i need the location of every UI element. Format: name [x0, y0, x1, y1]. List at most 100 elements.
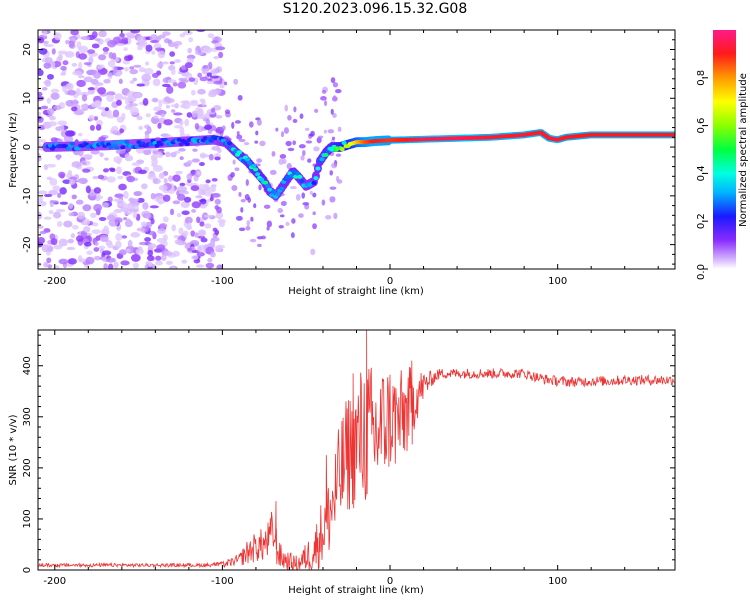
spectrogram-noise-blob: [234, 120, 241, 124]
spectrogram-ridge-core: [108, 145, 114, 150]
spectrogram-noise-blob: [138, 169, 147, 174]
spectrogram-noise-blob: [72, 225, 79, 230]
spectrogram-noise-blob: [47, 108, 55, 115]
spectrogram-noise-blob: [169, 208, 175, 216]
spectrogram-noise-blob: [196, 171, 202, 176]
spectrogram-noise-blob: [156, 244, 166, 251]
spectrogram-ridge-core: [265, 183, 271, 188]
spectrogram-noise-blob: [115, 240, 122, 249]
spectrogram-noise-blob: [279, 214, 285, 218]
spectrogram-noise-blob: [178, 148, 186, 152]
spectrogram-noise-blob: [285, 221, 290, 226]
spectrogram-noise-blob: [60, 72, 66, 76]
spectrogram-noise-blob: [292, 140, 296, 146]
spectrogram-noise-blob: [305, 127, 310, 131]
spectrogram-ridge-core: [339, 147, 345, 152]
snr-xtick-label: -200: [43, 576, 66, 587]
spectrogram-noise-blob: [116, 166, 122, 175]
spectrogram-noise-blob: [332, 82, 339, 88]
spectrogram-noise-blob: [199, 76, 208, 82]
spectrogram-noise-blob: [211, 177, 218, 182]
spectrogram-noise-blob: [165, 104, 170, 109]
spectrogram-noise-blob: [329, 186, 337, 190]
spectrogram-noise-blob: [117, 175, 124, 180]
spectrogram-noise-blob: [82, 168, 91, 173]
spectrogram-ridge-core: [184, 141, 190, 146]
spectrogram-noise-blob: [196, 216, 201, 224]
spectrogram-noise-blob: [211, 146, 221, 151]
spectrogram-noise-blob: [199, 98, 205, 103]
spectrogram-noise-blob: [195, 195, 203, 199]
spectrogram-noise-blob: [38, 37, 45, 44]
spectrogram-noise-blob: [179, 126, 185, 135]
spectrogram-noise-blob: [123, 47, 128, 52]
spectrogram-noise-blob: [176, 193, 186, 201]
spectrogram-noise-blob: [93, 116, 99, 121]
snr-xtick-label: 0: [387, 576, 393, 587]
spectrogram-noise-blob: [64, 51, 75, 58]
spectrogram-noise-blob: [82, 161, 87, 165]
spectrogram-noise-blob: [165, 151, 171, 158]
spectrogram-noise-blob: [66, 246, 76, 251]
spectrogram-noise-blob: [174, 125, 183, 129]
spectrogram-ridge-layer: [42, 129, 675, 201]
spectrogram-noise-blob: [65, 130, 75, 137]
spectrogram-noise-blob: [157, 34, 166, 39]
spectrogram-noise-blob: [191, 89, 196, 96]
spectrogram-noise-blob: [119, 128, 124, 134]
spectrogram-noise-blob: [263, 204, 271, 209]
spectrogram-noise-blob: [116, 99, 122, 106]
spectrogram-noise-blob: [179, 132, 186, 138]
spectrogram-noise-blob: [84, 241, 92, 247]
spectrogram-ytick-label: -20: [22, 236, 33, 252]
spectrogram-noise-blob: [129, 208, 139, 213]
spectrogram-noise-blob: [106, 214, 116, 221]
spectrogram-noise-blob: [121, 112, 126, 121]
spectrogram-noise-blob: [132, 210, 138, 219]
colorbar-tick-label: 0.2: [696, 213, 707, 229]
spectrogram-noise-blob: [67, 169, 73, 176]
spectrogram-noise-blob: [184, 62, 193, 69]
spectrogram-noise-blob: [129, 103, 138, 107]
spectrogram-noise-blob: [59, 201, 68, 205]
spectrogram-noise-blob: [253, 203, 257, 209]
spectrogram-noise-blob: [213, 55, 219, 60]
spectrogram-noise-blob: [58, 171, 66, 178]
spectrogram-noise-blob: [120, 260, 130, 266]
spectrogram-noise-blob: [123, 55, 133, 62]
spectrogram-noise-blob: [107, 39, 117, 48]
spectrogram-noise-blob: [147, 243, 157, 249]
spectrogram-noise-blob: [87, 87, 96, 91]
spectrogram-noise-blob: [324, 100, 328, 107]
spectrogram-noise-blob: [75, 235, 84, 242]
spectrogram-noise-blob: [157, 228, 166, 235]
spectrogram-noise-blob: [38, 69, 44, 77]
spectrogram-noise-blob: [188, 77, 196, 82]
spectrogram-noise-blob: [238, 138, 246, 142]
spectrogram-noise-blob: [38, 236, 46, 244]
spectrogram-ridge-core: [341, 140, 347, 145]
spectrogram-noise-blob: [280, 200, 287, 207]
spectrogram-noise-blob: [210, 107, 216, 113]
spectrogram-noise-blob: [182, 30, 193, 36]
spectrogram-noise-blob: [284, 104, 289, 112]
spectrogram-noise-blob: [78, 255, 83, 263]
colorbar-ticks: 0.0 0.2 0.4 0.6 0.8: [696, 70, 708, 280]
spectrogram-noise-blob: [144, 213, 151, 219]
spectrogram-noise-blob: [136, 227, 146, 232]
spectrogram-noise-blob: [93, 203, 103, 212]
spectrogram-noise-blob: [235, 215, 243, 221]
colorbar-tick-label: 0.4: [696, 165, 707, 181]
spectrogram-noise-blob: [148, 261, 153, 268]
spectrogram-noise-blob: [126, 175, 136, 183]
spectrogram-noise-blob: [65, 83, 72, 89]
spectrogram-noise-blob: [150, 218, 155, 225]
spectrogram-noise-blob: [108, 51, 114, 59]
spectrogram-noise-blob: [132, 77, 138, 82]
spectrogram-noise-blob: [98, 136, 106, 141]
spectrogram-noise-blob: [144, 237, 152, 242]
spectrogram-noise-blob: [94, 241, 99, 247]
spectrogram-noise-blob: [170, 104, 180, 108]
spectrogram-noise-blob: [256, 158, 263, 163]
spectrogram-noise-blob: [210, 240, 216, 248]
